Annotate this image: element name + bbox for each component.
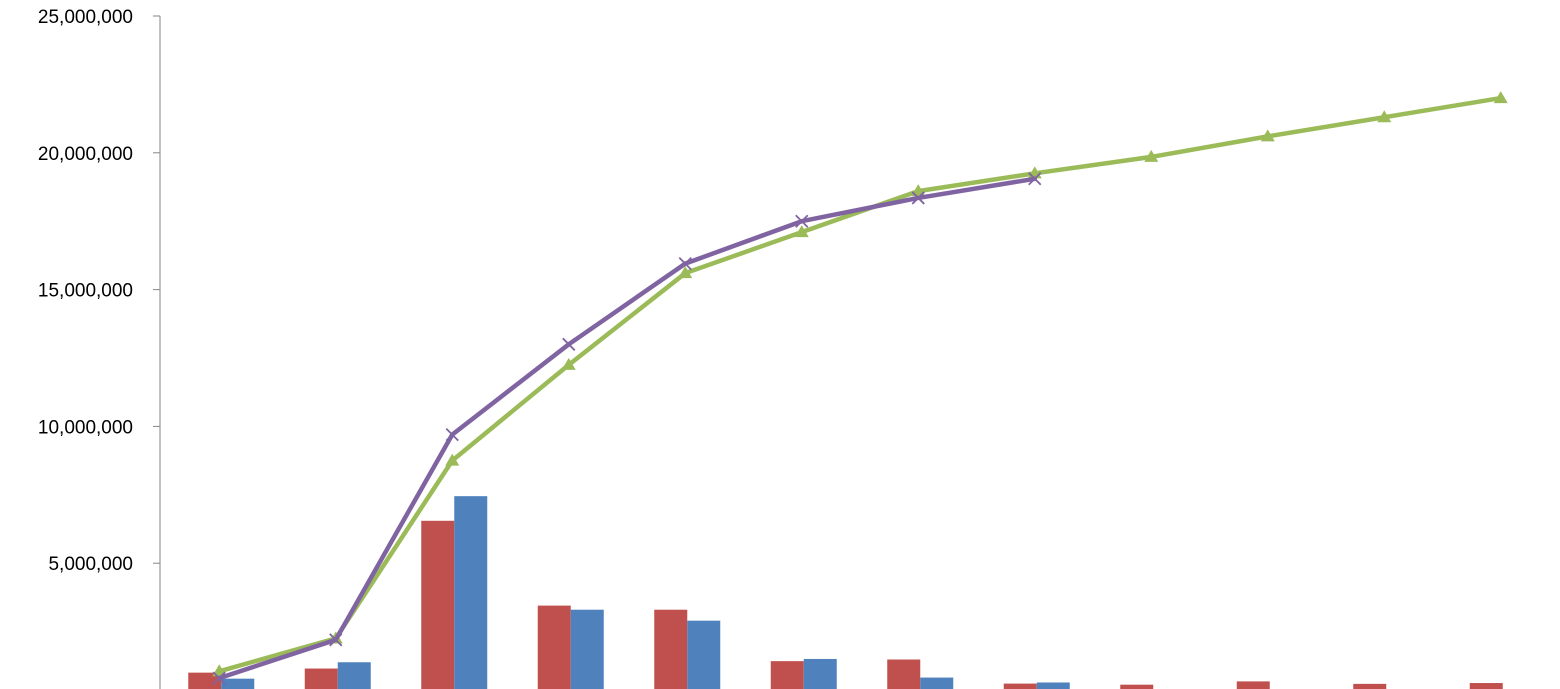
bar-series-2: [454, 496, 488, 689]
bar-series-1: [770, 661, 804, 689]
y-tick-label: 10,000,000: [38, 417, 133, 438]
bar-series-1: [1353, 683, 1387, 689]
bar-series-2: [570, 609, 604, 689]
line-series-1: [217, 95, 1503, 674]
x-marker: [795, 214, 809, 228]
bar-series-1: [537, 605, 571, 689]
triangle-marker: [1493, 91, 1508, 104]
line-layer: [212, 91, 1508, 685]
triangle-marker: [445, 453, 460, 466]
x-marker: [445, 427, 459, 442]
triangle-marker: [1377, 110, 1392, 123]
y-tick-label: 15,000,000: [38, 281, 133, 302]
bar-series-1: [654, 609, 688, 689]
x-marker: [329, 633, 343, 647]
bar-series-1: [1236, 681, 1270, 689]
bar-series-2: [920, 677, 954, 689]
bar-series-2: [1036, 682, 1070, 689]
triangle-marker: [911, 184, 926, 197]
y-tick-label: 5,000,000: [48, 554, 133, 575]
triangle-marker: [794, 225, 809, 238]
bar-series-1: [1469, 683, 1503, 689]
bar-series-1: [421, 520, 455, 689]
bar-series-2: [687, 620, 721, 689]
bar-series-1: [887, 659, 921, 689]
bar-layer: [188, 496, 1503, 689]
y-axis: 5,000,000 10,000,000 15,000,000 20,000,000 2…: [38, 7, 161, 689]
x-marker: [678, 256, 692, 271]
bar-series-1: [1120, 684, 1154, 689]
bar-series-1: [188, 672, 222, 689]
x-marker: [911, 191, 925, 205]
triangle-marker: [1260, 129, 1275, 142]
y-tick-label: 25,000,000: [38, 7, 133, 28]
triangle-marker: [1144, 149, 1159, 162]
bar-series-2: [337, 662, 371, 689]
x-marker: [562, 337, 576, 351]
bar-series-1: [304, 668, 338, 689]
x-marker: [1028, 172, 1042, 186]
triangle-marker: [561, 357, 576, 370]
x-marker: [212, 671, 226, 685]
triangle-marker: [678, 266, 693, 279]
y-tick-label: 20,000,000: [38, 144, 133, 165]
bar-series-2: [803, 658, 837, 689]
bar-series-1: [1003, 683, 1037, 689]
triangle-marker: [212, 664, 227, 677]
bar-series-2: [221, 678, 255, 689]
line-series-2: [217, 176, 1037, 681]
